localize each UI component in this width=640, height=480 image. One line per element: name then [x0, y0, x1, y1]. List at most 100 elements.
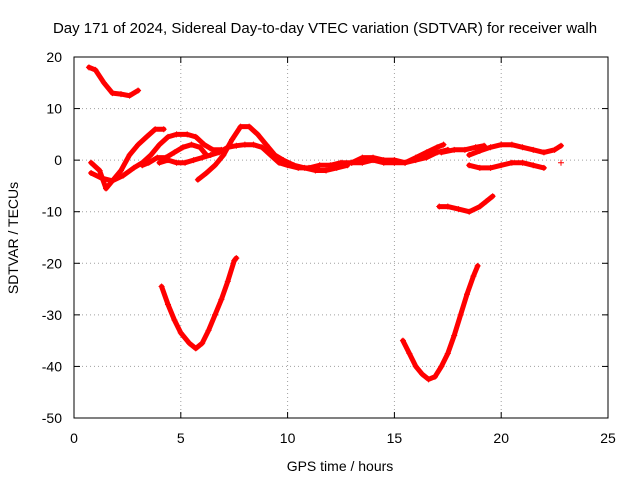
- data-point: [466, 208, 473, 215]
- data-point: [117, 167, 124, 174]
- data-point: [218, 296, 225, 303]
- data-point: [250, 141, 257, 148]
- data-point: [498, 162, 505, 169]
- data-point: [100, 79, 107, 86]
- data-point: [192, 133, 199, 140]
- data-point: [291, 162, 298, 169]
- x-tick-label: 15: [387, 430, 403, 446]
- data-point: [487, 144, 494, 151]
- data-point: [126, 92, 133, 99]
- chart-title: Day 171 of 2024, Sidereal Day-to-day VTE…: [53, 20, 597, 37]
- data-point: [85, 64, 92, 71]
- data-point: [164, 133, 171, 140]
- data-point: [391, 157, 398, 164]
- data-point: [237, 123, 244, 130]
- data-point: [498, 141, 505, 148]
- data-point: [434, 144, 441, 151]
- data-point: [130, 164, 137, 171]
- data-point: [344, 162, 351, 169]
- data-point: [474, 262, 481, 269]
- data-point: [423, 149, 430, 156]
- data-point: [519, 159, 526, 166]
- data-point: [276, 159, 283, 166]
- data-point: [205, 327, 212, 334]
- data-point: [540, 164, 547, 171]
- x-axis-label: GPS time / hours: [287, 458, 394, 474]
- series-s8: [466, 142, 564, 158]
- data-point: [530, 162, 537, 169]
- data-point: [109, 177, 116, 184]
- data-point: [194, 176, 201, 183]
- data-point: [464, 291, 471, 298]
- data-point: [179, 144, 186, 151]
- x-tick-label: 10: [280, 430, 296, 446]
- data-point: [241, 141, 248, 148]
- data-point: [316, 162, 323, 169]
- data-point: [530, 146, 537, 153]
- data-point: [519, 144, 526, 151]
- x-tick-label: 25: [600, 430, 616, 446]
- axis-ticks: 0 5 10 15 20 25 -50 -40 -30 -20 -10 0 10 20: [42, 49, 616, 446]
- data-point: [438, 149, 445, 156]
- x-tick-label: 5: [177, 430, 185, 446]
- data-point: [154, 154, 161, 161]
- y-axis-label: SDTVAR / TECUs: [5, 182, 21, 294]
- y-tick-label: -20: [42, 255, 62, 271]
- data-point: [164, 157, 171, 164]
- data-point: [143, 133, 150, 140]
- plot-frame: [73, 56, 609, 419]
- data-point: [425, 376, 432, 383]
- data-point: [440, 141, 447, 148]
- data-point: [540, 149, 547, 156]
- data-point: [461, 146, 468, 153]
- data-point: [190, 157, 197, 164]
- data-point: [192, 345, 199, 352]
- grid: [74, 57, 608, 418]
- data-point: [197, 144, 204, 151]
- data-point: [508, 141, 515, 148]
- y-tick-label: -40: [42, 358, 62, 374]
- data-point: [301, 164, 308, 171]
- data-point: [246, 123, 253, 130]
- data-point: [220, 151, 227, 158]
- data-point: [211, 311, 218, 318]
- data-point: [455, 206, 462, 213]
- data-point: [135, 87, 142, 94]
- data-point: [451, 332, 458, 339]
- data-point: [436, 203, 443, 210]
- series-layer: [85, 64, 565, 383]
- data-point: [173, 159, 180, 166]
- data-point: [359, 154, 366, 161]
- data-point: [233, 142, 240, 149]
- data-point: [135, 141, 142, 148]
- data-point: [160, 126, 167, 133]
- data-point: [126, 151, 133, 158]
- data-point: [201, 141, 208, 148]
- series-s7: [349, 147, 451, 166]
- data-point: [120, 172, 127, 179]
- data-point: [152, 126, 159, 133]
- data-point: [216, 149, 223, 156]
- data-point: [431, 373, 438, 380]
- data-point: [156, 141, 163, 148]
- data-point: [476, 164, 483, 171]
- data-point: [438, 363, 445, 370]
- data-point: [207, 151, 214, 158]
- y-tick-label: -50: [42, 410, 62, 426]
- x-tick-label: 0: [70, 430, 78, 446]
- data-point: [186, 340, 193, 347]
- data-point: [92, 66, 99, 73]
- data-point: [370, 154, 377, 161]
- data-point: [158, 283, 165, 290]
- data-point: [489, 193, 496, 200]
- data-point: [412, 363, 419, 370]
- data-point: [171, 317, 178, 324]
- data-point: [280, 157, 287, 164]
- data-point: [466, 151, 473, 158]
- data-point: [263, 141, 270, 148]
- data-point: [139, 162, 146, 169]
- data-point: [258, 144, 265, 151]
- series-s12: [159, 255, 239, 351]
- data-point: [444, 350, 451, 357]
